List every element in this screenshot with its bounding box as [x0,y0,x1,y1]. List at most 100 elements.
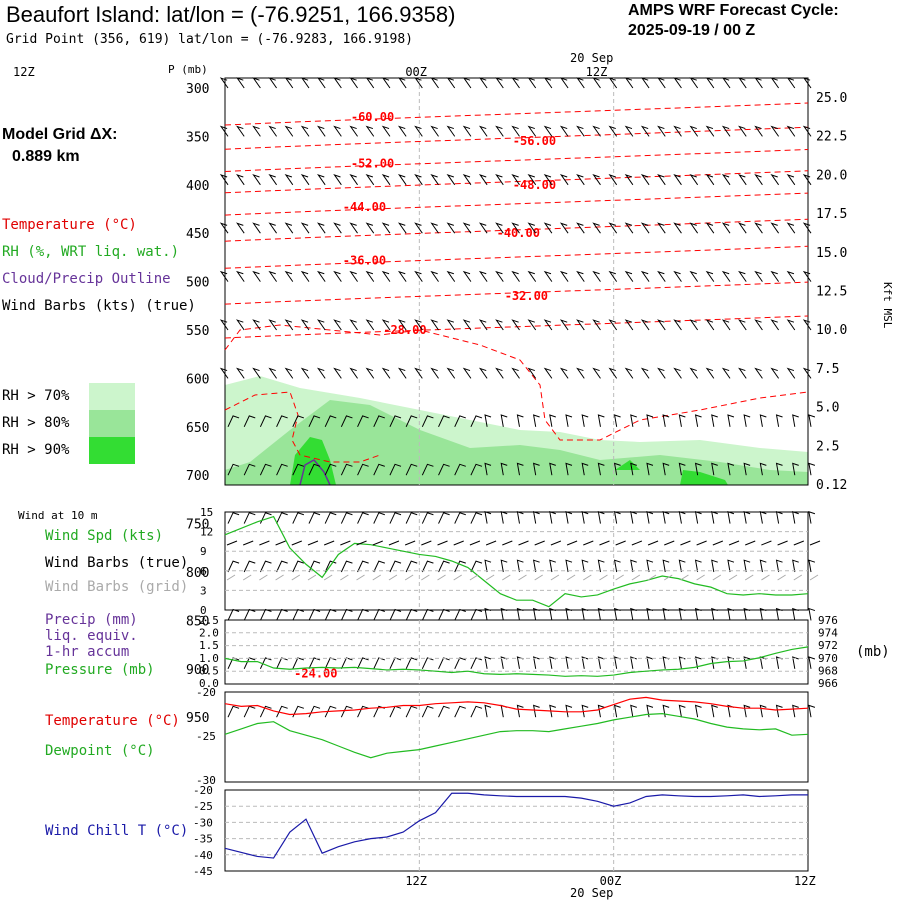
wind-barb [576,174,585,186]
wind-barb [608,77,618,89]
wind-barb [581,414,589,427]
wind-barb [405,705,418,718]
precip-tick-label: 1.5 [199,639,219,652]
wind-barb [775,511,783,524]
time-tick-label-bottom: 12Z [794,874,816,888]
wind-barb [646,462,654,476]
wind-barb [549,511,556,524]
wind-barb [349,222,358,234]
wind-barb [792,462,799,476]
wind-barb [219,174,229,186]
wind-barb [802,270,812,282]
wind-barb [608,319,618,331]
wind-barb [597,511,605,524]
wind-barb [381,222,391,234]
wind-barb [527,77,537,89]
wind-barb [754,174,763,186]
pressure-tick-label: 400 [186,179,209,194]
wind-barb [430,367,439,379]
wind-barb [317,222,326,234]
wind-barb [689,319,699,331]
surface-wind-barb [421,540,432,546]
wind-barb [770,77,780,89]
surface-grid-wind-barb [583,574,592,581]
wind-barb [597,559,605,573]
wind-barb [340,415,353,428]
wind-barb [243,463,256,476]
wind-barb [549,704,556,718]
wind-barb [711,414,718,427]
surface-wind-barb [728,540,740,546]
pressure-tick-label: 750 [186,518,209,533]
wind-barb [268,174,277,186]
wind-barb [786,319,796,331]
wind-barb [357,512,369,524]
wind-barb [592,77,601,89]
wind-barb [365,270,375,282]
height-tick-label: 25.0 [816,91,847,106]
wind-barb [405,560,418,573]
label-precip: Precip (mm) [45,612,138,628]
surface-wind-barb [502,540,513,546]
surface-wind-barb [793,540,804,546]
wind-barb [576,319,585,331]
wind-barb [759,414,767,427]
surface-grid-wind-barb [518,574,527,581]
wind-barb [694,704,702,718]
wind-barb [308,657,321,670]
windchill-tick-label: -40 [193,849,213,862]
wind-barb [662,414,670,427]
wind-barb [495,125,504,137]
wind-barb [300,367,310,379]
wind-barb [243,705,256,718]
windchill-tick-label: -30 [193,816,213,829]
wind-barb [754,270,763,282]
surface-grid-wind-barb [534,574,543,581]
wind-barb [802,125,812,137]
wind-barb [738,174,747,186]
wind-barb [759,704,767,718]
wind-barb [592,319,601,331]
wind-barb [284,270,294,282]
surface-wind-barb [404,540,416,546]
wind-barb [559,77,569,89]
wind-barb [381,125,391,137]
wind-barb [727,462,735,476]
wind-barb [470,560,483,573]
wind-barb [317,319,326,331]
wind-barb [624,77,634,89]
wind-barb [689,367,699,379]
wind-barb [532,511,540,524]
wind-barb [527,270,537,282]
wind-barb [308,463,321,476]
surface-grid-wind-barb [226,574,236,581]
label-wind-chill: Wind Chill T (°C) [45,823,189,839]
wind-barb [438,512,450,524]
wind-barb [227,705,240,718]
wind-barb [219,319,229,331]
wind-barb [808,607,816,621]
surface-grid-wind-barb [485,574,495,581]
forecast-cycle-value: 2025-09-19 / 00 Z [628,22,756,39]
wind-barb [640,222,650,234]
wind-barb [576,367,585,379]
wind-barb [484,704,492,718]
wind-barb [333,77,342,89]
surface-grid-wind-barb [437,574,446,581]
wind-barb [592,367,601,379]
wind-barb [462,222,472,234]
wind-barb [673,222,682,234]
temperature-contour-label: -40.00 [497,226,540,240]
surface-wind-barb [761,540,772,546]
model-grid-value: 0.889 km [12,148,80,165]
wind-barb [365,319,375,331]
wind-barb [236,367,245,379]
surface-grid-wind-barb [809,574,819,581]
pressure-tick-label: 850 [186,614,209,629]
wind-barb [421,463,434,476]
surface-grid-wind-barb [291,574,301,581]
wind-barb [678,462,686,476]
wind-barb [478,270,488,282]
wind-barb [743,704,751,718]
wind-barb [470,608,483,621]
